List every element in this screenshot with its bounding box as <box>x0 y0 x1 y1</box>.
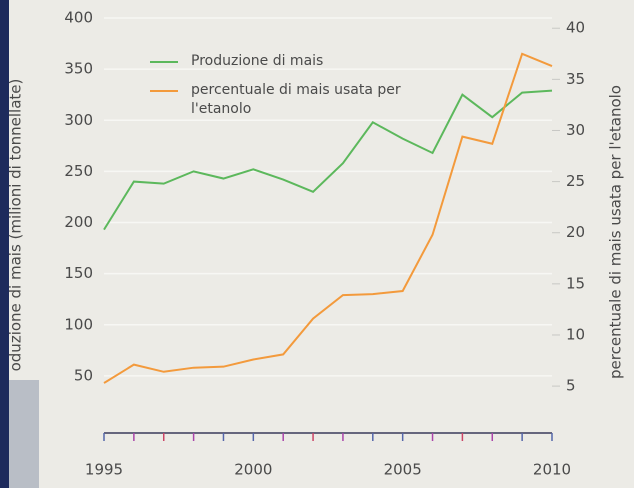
series-line <box>103 89 553 231</box>
y2-tick-label: 15 <box>566 274 585 292</box>
y-tick-label: 50 <box>74 366 93 384</box>
y2-tick-label: 5 <box>566 377 576 395</box>
series-line <box>103 52 553 384</box>
x-tick-label: 2000 <box>234 461 272 479</box>
x-tick-label: 2010 <box>533 461 571 479</box>
legend-label: Produzione di mais <box>191 53 324 69</box>
y-axis-title: oduzione di mais (milioni di tonnellate) <box>7 79 25 372</box>
x-tick-label: 2005 <box>384 461 422 479</box>
y2-tick-label: 20 <box>566 223 585 241</box>
y-tick-label: 350 <box>64 60 93 78</box>
y2-tick-label: 40 <box>566 19 585 37</box>
y-tick-label: 300 <box>64 111 93 129</box>
x-tick-label: 1995 <box>85 461 123 479</box>
y2-tick-label: 30 <box>566 121 585 139</box>
y2-tick-label: 10 <box>566 325 585 343</box>
left-edge <box>0 0 9 488</box>
y2-axis-title: percentuale di mais usata per l'etanolo <box>607 85 625 379</box>
y2-tick-label: 25 <box>566 172 585 190</box>
y-tick-label: 400 <box>64 9 93 27</box>
y-tick-label: 100 <box>64 315 93 333</box>
photo-corner <box>9 380 39 488</box>
y-tick-label: 200 <box>64 213 93 231</box>
legend-label: percentuale di mais usata per l'etanolo <box>191 82 401 117</box>
y-tick-label: 150 <box>64 264 93 282</box>
y-tick-label: 250 <box>64 162 93 180</box>
y2-tick-label: 35 <box>566 70 585 88</box>
